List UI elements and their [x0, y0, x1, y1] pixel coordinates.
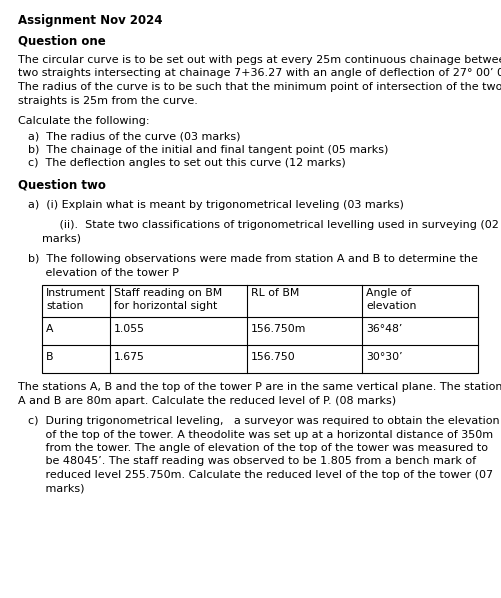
Text: B: B [46, 352, 54, 362]
Text: A: A [46, 324, 54, 334]
Text: of the top of the tower. A theodolite was set up at a horizontal distance of 350: of the top of the tower. A theodolite wa… [28, 429, 492, 440]
Text: marks): marks) [42, 233, 81, 243]
Text: The radius of the curve is to be such that the minimum point of intersection of : The radius of the curve is to be such th… [18, 82, 501, 92]
Text: station: station [46, 301, 83, 311]
Text: b)  The following observations were made from station A and B to determine the: b) The following observations were made … [28, 254, 477, 264]
Text: 1.055: 1.055 [113, 324, 144, 334]
Text: (ii).  State two classifications of trigonometrical levelling used in surveying : (ii). State two classifications of trigo… [42, 220, 498, 230]
Text: for horizontal sight: for horizontal sight [113, 301, 216, 311]
Text: Assignment Nov 2024: Assignment Nov 2024 [18, 14, 162, 27]
Text: 1.675: 1.675 [113, 352, 144, 362]
Text: The stations A, B and the top of the tower P are in the same vertical plane. The: The stations A, B and the top of the tow… [18, 382, 501, 392]
Text: Instrument: Instrument [46, 288, 106, 297]
Text: elevation of the tower P: elevation of the tower P [28, 267, 178, 277]
Text: c)  The deflection angles to set out this curve (12 marks): c) The deflection angles to set out this… [28, 158, 345, 169]
Text: 156.750: 156.750 [250, 352, 295, 362]
Text: The circular curve is to be set out with pegs at every 25m continuous chainage b: The circular curve is to be set out with… [18, 55, 501, 65]
Text: Question one: Question one [18, 35, 106, 47]
Text: Question two: Question two [18, 179, 106, 192]
Text: be 48045’. The staff reading was observed to be 1.805 from a bench mark of: be 48045’. The staff reading was observe… [28, 456, 475, 466]
Text: Calculate the following:: Calculate the following: [18, 116, 149, 126]
Text: a)  The radius of the curve (03 marks): a) The radius of the curve (03 marks) [28, 132, 240, 142]
Text: A and B are 80m apart. Calculate the reduced level of P. (08 marks): A and B are 80m apart. Calculate the red… [18, 395, 395, 405]
Text: Staff reading on BM: Staff reading on BM [113, 288, 221, 297]
Text: 30°30’: 30°30’ [366, 352, 402, 362]
Text: 156.750m: 156.750m [250, 324, 306, 334]
Text: RL of BM: RL of BM [250, 288, 299, 297]
Text: 36°48’: 36°48’ [366, 324, 402, 334]
Text: from the tower. The angle of elevation of the top of the tower was measured to: from the tower. The angle of elevation o… [28, 443, 487, 453]
Text: two straights intersecting at chainage 7+36.27 with an angle of deflection of 27: two straights intersecting at chainage 7… [18, 69, 501, 78]
Text: elevation: elevation [366, 301, 416, 311]
Bar [42, 285, 477, 373]
Text: marks): marks) [28, 484, 84, 493]
Text: a)  (i) Explain what is meant by trigonometrical leveling (03 marks): a) (i) Explain what is meant by trigonom… [28, 200, 403, 209]
Text: b)  The chainage of the initial and final tangent point (05 marks): b) The chainage of the initial and final… [28, 145, 388, 155]
Text: Angle of: Angle of [366, 288, 411, 297]
Text: reduced level 255.750m. Calculate the reduced level of the top of the tower (07: reduced level 255.750m. Calculate the re… [28, 470, 492, 480]
Text: straights is 25m from the curve.: straights is 25m from the curve. [18, 96, 197, 105]
Text: c)  During trigonometrical leveling,   a surveyor was required to obtain the ele: c) During trigonometrical leveling, a su… [28, 416, 498, 426]
